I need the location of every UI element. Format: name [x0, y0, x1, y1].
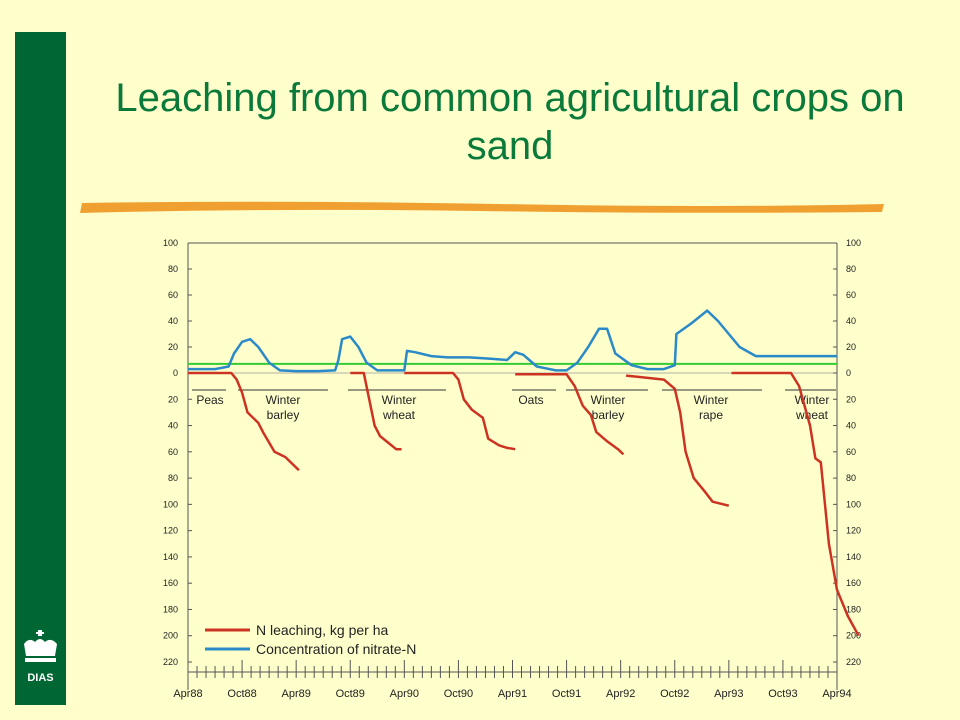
x-tick-label: Apr90	[390, 688, 419, 700]
y-tick-label-right: 180	[846, 604, 861, 614]
x-tick-label: Oct90	[444, 688, 473, 700]
crop-label: Winter wheat	[382, 393, 417, 422]
y-tick-label-left: 40	[168, 316, 178, 326]
x-tick-label: Apr89	[281, 688, 310, 700]
series-line-concentration	[188, 309, 837, 373]
crop-label: Peas	[196, 393, 223, 407]
y-tick-label-left: 20	[168, 394, 178, 404]
crop-label: Oats	[518, 393, 543, 407]
y-tick-label-left: 200	[163, 631, 178, 641]
y-tick-label-right: 100	[846, 238, 861, 248]
y-tick-label-right: 140	[846, 552, 861, 562]
y-tick-label-right: 80	[846, 473, 856, 483]
x-tick-label: Oct92	[660, 688, 689, 700]
y-tick-label-right: 100	[846, 499, 861, 509]
y-tick-label-right: 60	[846, 447, 856, 457]
y-tick-label-left: 120	[163, 526, 178, 536]
x-tick-label: Apr94	[822, 688, 851, 700]
x-tick-label: Oct88	[227, 688, 256, 700]
y-tick-label-right: 0	[846, 368, 851, 378]
y-tick-label-right: 40	[846, 421, 856, 431]
crop-label: Winter barley	[266, 393, 301, 422]
series-line-leaching	[515, 373, 625, 456]
y-tick-label-left: 220	[163, 657, 178, 667]
y-tick-label-left: 140	[163, 552, 178, 562]
y-tick-label-right: 160	[846, 578, 861, 588]
series-line-leaching	[625, 374, 730, 507]
y-tick-label-left: 0	[173, 368, 178, 378]
y-tick-label-left: 60	[168, 447, 178, 457]
sidebar-band	[15, 32, 66, 705]
series-line-leaching	[188, 371, 300, 472]
crop-label: Winter rape	[694, 393, 729, 422]
x-tick-label: Apr93	[714, 688, 743, 700]
y-tick-label-left: 80	[168, 264, 178, 274]
y-tick-label-right: 60	[846, 290, 856, 300]
y-tick-label-left: 20	[168, 342, 178, 352]
y-tick-label-right: 20	[846, 342, 856, 352]
y-tick-label-left: 160	[163, 578, 178, 588]
y-tick-label-left: 40	[168, 421, 178, 431]
title-divider	[80, 201, 884, 213]
series-line-leaching	[350, 371, 402, 451]
y-tick-label-right: 40	[846, 316, 856, 326]
y-tick-label-left: 100	[163, 238, 178, 248]
x-tick-label: Apr92	[606, 688, 635, 700]
legend-label: N leaching, kg per ha	[256, 622, 389, 638]
y-tick-label-left: 80	[168, 473, 178, 483]
x-tick-label: Oct89	[336, 688, 365, 700]
crop-label: Winter barley	[591, 393, 626, 422]
y-tick-label-right: 20	[846, 394, 856, 404]
x-tick-label: Apr91	[498, 688, 527, 700]
crown-logo-icon	[24, 630, 57, 662]
y-tick-label-right: 200	[846, 631, 861, 641]
slide-title: Leaching from common agricultural crops …	[115, 76, 905, 168]
legend-label: Concentration of nitrate-N	[256, 641, 416, 657]
y-tick-label-left: 100	[163, 499, 178, 509]
series-line-leaching	[404, 371, 516, 451]
y-tick-label-left: 60	[168, 290, 178, 300]
y-tick-label-right: 220	[846, 657, 861, 667]
y-tick-label-right: 80	[846, 264, 856, 274]
y-tick-label-left: 180	[163, 604, 178, 614]
x-tick-label: Oct93	[768, 688, 797, 700]
series-line-leaching	[731, 371, 860, 637]
x-tick-label: Oct91	[552, 688, 581, 700]
y-tick-label-right: 120	[846, 526, 861, 536]
crop-label: Winter wheat	[795, 393, 830, 422]
logo-text: DIAS	[27, 672, 54, 684]
x-tick-label: Apr88	[173, 688, 202, 700]
